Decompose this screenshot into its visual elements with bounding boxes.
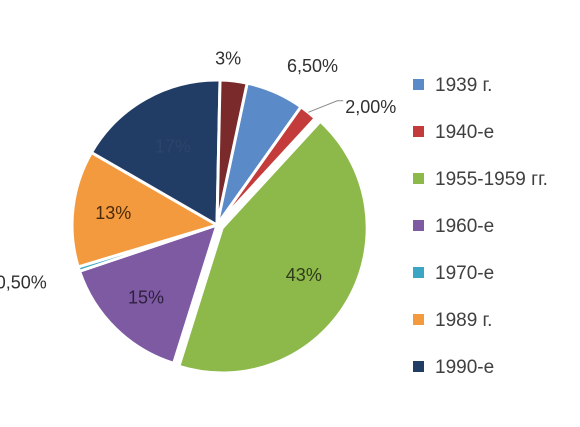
data-label-5: 13% — [95, 203, 131, 223]
legend-label: 1955-1959 гг. — [435, 169, 548, 190]
legend-label: 1990-е — [435, 357, 494, 378]
legend: 1939 г. 1940-е 1955-1959 гг. 1960-е 1970-е 19… — [413, 75, 548, 378]
legend-swatch — [413, 220, 424, 231]
leader-lines — [308, 100, 344, 113]
legend-swatch — [413, 126, 424, 137]
legend-swatch — [413, 173, 424, 184]
legend-label: 1960-е — [435, 216, 494, 237]
pie-slices — [70, 78, 369, 375]
data-label-7: 3% — [215, 49, 241, 69]
pie-slice-6 — [89, 78, 222, 228]
pie-slice-2 — [176, 119, 369, 375]
pie-slice-7 — [215, 78, 249, 226]
legend-label: 1970-е — [435, 263, 494, 284]
leader-line — [308, 100, 344, 113]
legend-swatch — [413, 267, 424, 278]
data-label-0: 6,50% — [287, 56, 338, 76]
legend-label: 1989 г. — [435, 310, 492, 331]
data-labels: 6,50% 2,00% 43% 15% 0,50% 13% 17% 3% — [0, 49, 396, 308]
legend-swatch — [413, 314, 424, 325]
legend-label: 1940-е — [435, 122, 494, 143]
pie-slice-5 — [70, 150, 221, 269]
data-label-1: 2,00% — [345, 97, 396, 117]
legend-swatch — [413, 79, 424, 90]
data-label-3: 15% — [128, 288, 164, 308]
legend-swatch — [413, 361, 424, 372]
pie-slice-3 — [77, 222, 220, 366]
data-label-2: 43% — [286, 265, 322, 285]
legend-label: 1939 г. — [435, 75, 492, 96]
data-label-6: 17% — [155, 137, 191, 157]
data-label-4: 0,50% — [0, 272, 47, 292]
